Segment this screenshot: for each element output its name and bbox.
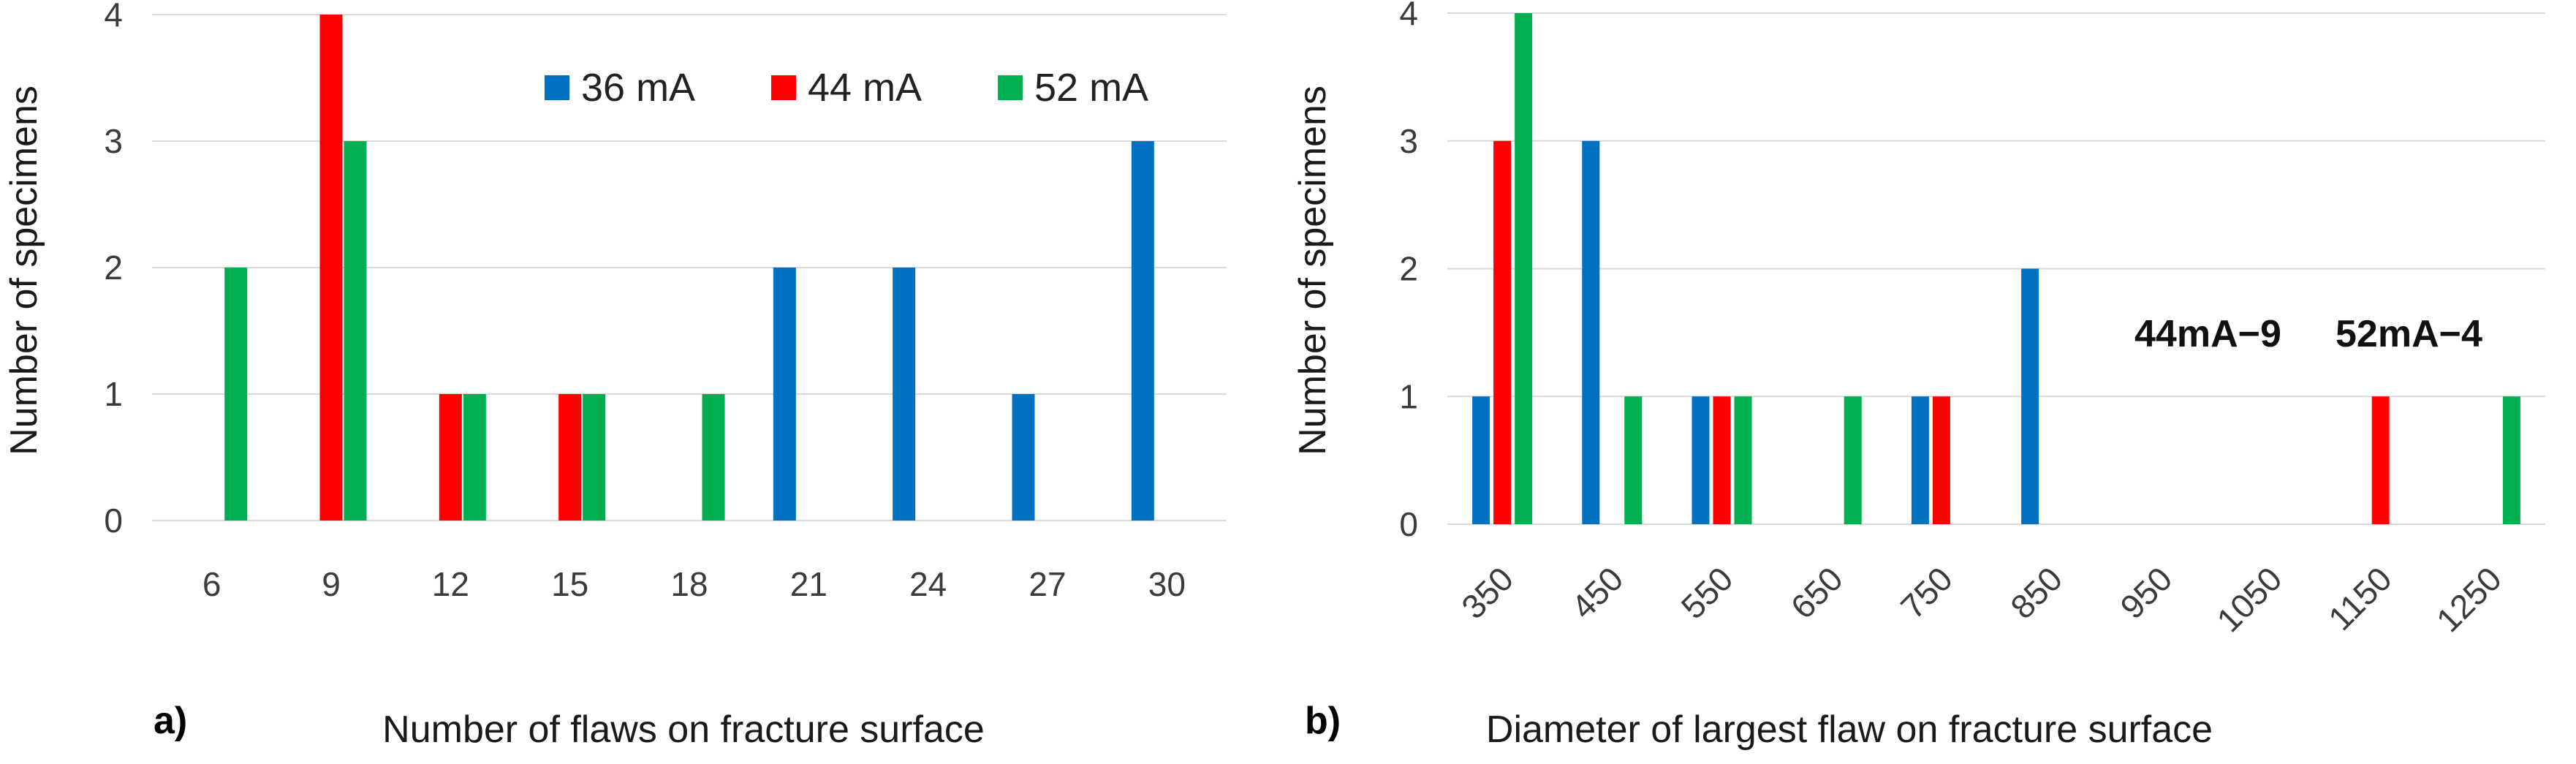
y-tick-label: 0 xyxy=(1399,505,1418,543)
bar-44ma-12 xyxy=(439,394,462,521)
y-ticks-b: 0 1 2 3 4 xyxy=(1399,0,1418,543)
bar-52ma-18 xyxy=(702,394,725,521)
bars-b xyxy=(1472,13,2520,524)
bar-52ma-12 xyxy=(463,394,486,521)
y-axis-title-b: Number of specimens xyxy=(1292,86,1334,455)
y-tick-label: 4 xyxy=(1399,0,1418,32)
y-tick-label: 1 xyxy=(104,375,123,413)
bar-44ma-15 xyxy=(558,394,582,521)
x-tick-label: 21 xyxy=(790,565,827,603)
bar-52ma-6 xyxy=(224,268,248,521)
x-tick-label: 850 xyxy=(2003,559,2069,626)
bar-36ma-21 xyxy=(773,268,796,521)
x-axis-title-a: Number of flaws on fracture surface xyxy=(382,708,985,751)
x-axis-title-b: Diameter of largest flaw on fracture sur… xyxy=(1486,708,2213,751)
legend: 36 mA 44 mA 52 mA xyxy=(545,66,1148,110)
y-tick-label: 2 xyxy=(1399,250,1418,288)
y-ticks-a: 0 1 2 3 4 xyxy=(104,0,123,540)
legend-swatch xyxy=(545,75,569,100)
legend-swatch xyxy=(998,75,1023,100)
x-tick-label: 1050 xyxy=(2209,559,2289,639)
bar-44ma-550 xyxy=(1713,396,1731,524)
x-tick-label: 650 xyxy=(1784,559,1850,626)
bar-44ma-750 xyxy=(1932,396,1950,524)
x-tick-label: 1250 xyxy=(2429,559,2509,639)
x-ticks-a: 6 9 12 15 18 21 24 27 30 xyxy=(202,565,1186,603)
y-tick-label: 1 xyxy=(1399,377,1418,415)
x-tick-label: 9 xyxy=(322,565,341,603)
y-tick-label: 2 xyxy=(104,249,123,287)
x-tick-label: 15 xyxy=(551,565,588,603)
x-tick-label: 750 xyxy=(1893,559,1960,626)
y-axis-title-a: Number of specimens xyxy=(3,86,45,455)
bar-44ma-350 xyxy=(1493,140,1512,524)
legend-label: 44 mA xyxy=(808,66,922,110)
bars-a xyxy=(224,15,1154,521)
bar-36ma-850 xyxy=(2021,268,2039,524)
bar-52ma-9 xyxy=(344,141,367,521)
bar-52ma-450 xyxy=(1624,396,1643,524)
bar-36ma-450 xyxy=(1582,140,1600,524)
bar-36ma-350 xyxy=(1472,396,1490,524)
bar-36ma-24 xyxy=(893,268,916,521)
bar-44ma-9 xyxy=(319,15,343,521)
x-ticks-b: 350 450 550 650 750 850 950 1050 1150 1250 xyxy=(1454,559,2509,639)
panel-label-a: a) xyxy=(154,700,187,742)
legend-label: 52 mA xyxy=(1034,66,1148,110)
bar-44ma-1150 xyxy=(2371,396,2390,524)
legend-label: 36 mA xyxy=(581,66,695,110)
x-tick-label: 450 xyxy=(1564,559,1630,626)
bar-52ma-650 xyxy=(1844,396,1862,524)
bar-36ma-27 xyxy=(1012,394,1035,521)
y-tick-label: 3 xyxy=(1399,122,1418,160)
x-tick-label: 6 xyxy=(202,565,221,603)
bar-52ma-350 xyxy=(1515,13,1533,524)
panel-label-b: b) xyxy=(1305,700,1341,742)
annotation-44ma-9: 44mA−9 xyxy=(2134,313,2281,355)
bar-36ma-30 xyxy=(1131,141,1154,521)
x-tick-label: 12 xyxy=(432,565,469,603)
y-tick-label: 3 xyxy=(104,122,123,160)
bar-52ma-1250 xyxy=(2502,396,2520,524)
y-tick-label: 4 xyxy=(104,0,123,34)
bar-52ma-550 xyxy=(1734,396,1752,524)
annotation-52ma-4: 52mA−4 xyxy=(2336,313,2482,355)
x-tick-label: 18 xyxy=(670,565,708,603)
x-tick-label: 350 xyxy=(1454,559,1520,626)
x-tick-label: 550 xyxy=(1674,559,1740,626)
bar-52ma-15 xyxy=(583,394,606,521)
x-tick-label: 1150 xyxy=(2321,559,2399,638)
bar-36ma-550 xyxy=(1692,396,1710,524)
legend-swatch xyxy=(771,75,796,100)
x-tick-label: 24 xyxy=(909,565,947,603)
x-tick-label: 950 xyxy=(2113,559,2179,626)
x-tick-label: 27 xyxy=(1028,565,1066,603)
bar-36ma-750 xyxy=(1911,396,1929,524)
x-tick-label: 30 xyxy=(1148,565,1186,603)
y-tick-label: 0 xyxy=(104,502,123,540)
